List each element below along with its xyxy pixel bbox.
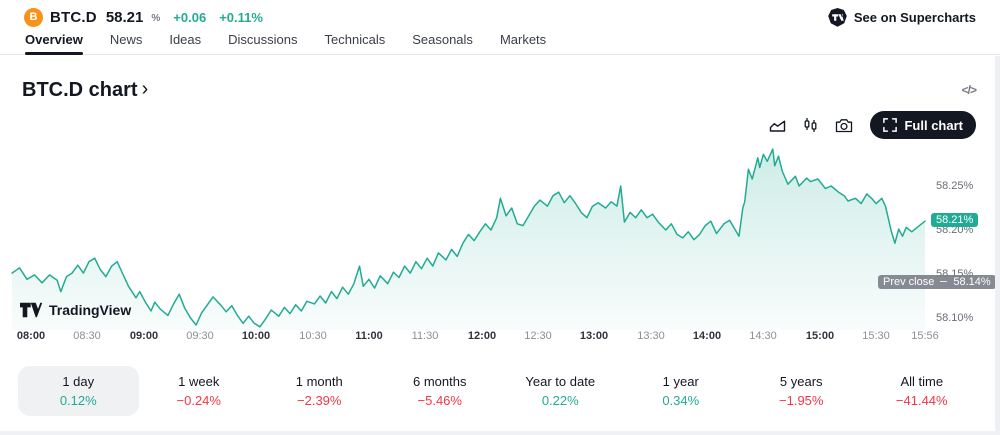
period-value: −5.46%: [417, 393, 462, 408]
x-axis-label: 10:30: [299, 330, 327, 342]
tab-discussions[interactable]: Discussions: [228, 32, 298, 47]
period-label: Year to date: [525, 374, 596, 389]
period-value: −2.39%: [297, 393, 342, 408]
period-value: −0.24%: [176, 393, 221, 408]
x-axis-label: 15:00: [805, 330, 835, 342]
tab-technicals[interactable]: Technicals: [324, 32, 386, 47]
bitcoin-coin-icon: B: [24, 7, 43, 27]
x-axis-label: 14:30: [749, 330, 777, 342]
x-axis-label: 15:56: [911, 330, 939, 342]
x-axis-label: 08:30: [73, 330, 101, 342]
price-chart[interactable]: [0, 144, 935, 330]
prev-close-separator: [940, 281, 948, 283]
change-absolute: +0.06: [173, 9, 207, 25]
period-1-month[interactable]: 1 month −2.39%: [259, 366, 380, 416]
x-axis-label: 08:00: [16, 330, 46, 342]
tab-news[interactable]: News: [109, 32, 143, 47]
symbol-header: B BTC.D 58.21 % +0.06 +0.11% See on Supe…: [0, 0, 1000, 30]
period-value: −41.44%: [895, 393, 948, 408]
fullscreen-icon: [883, 118, 898, 132]
x-axis-label: 11:00: [355, 330, 383, 342]
period-1-day[interactable]: 1 day 0.12%: [18, 366, 139, 416]
x-axis-label: 14:00: [692, 330, 722, 342]
tab-overview[interactable]: Overview: [25, 30, 83, 55]
period-label: 1 year: [662, 374, 699, 389]
prev-close-value: 58.14%: [953, 275, 991, 288]
period-1-week[interactable]: 1 week −0.24%: [139, 366, 260, 416]
x-axis-label: 09:30: [186, 330, 214, 342]
chart-title-link[interactable]: BTC.D chart ›: [22, 78, 149, 102]
period-value: 0.12%: [59, 393, 97, 408]
period-value: 0.22%: [541, 393, 579, 408]
period-label: 6 months: [413, 374, 467, 389]
period-label: 1 week: [178, 374, 220, 389]
symbol-price: 58.21: [105, 8, 144, 26]
period-label: 1 month: [295, 374, 343, 389]
chart-area: 58.25%58.20%58.15%58.10% 58.21% Prev clo…: [0, 144, 1000, 352]
chart-section: BTC.D chart › </>: [0, 78, 1000, 352]
symbol-name: BTC.D: [50, 8, 97, 26]
last-price-badge: 58.21%: [931, 213, 979, 228]
embed-code-icon[interactable]: </>: [961, 83, 977, 97]
tab-markets[interactable]: Markets: [499, 32, 547, 47]
supercharts-label: See on Supercharts: [853, 9, 976, 25]
tradingview-attribution-link[interactable]: TradingView: [20, 302, 131, 318]
period-1-year[interactable]: 1 year 0.34%: [621, 366, 742, 416]
symbol-summary: B BTC.D 58.21 % +0.06 +0.11%: [24, 7, 263, 27]
y-axis-label: 58.25%: [936, 180, 974, 192]
full-chart-button[interactable]: Full chart: [870, 111, 976, 139]
camera-snapshot-icon[interactable]: [835, 118, 853, 133]
tab-ideas[interactable]: Ideas: [169, 32, 202, 47]
see-on-supercharts-link[interactable]: See on Supercharts: [828, 7, 976, 27]
x-axis-label: 13:30: [637, 330, 665, 342]
period-6-months[interactable]: 6 months −5.46%: [380, 366, 501, 416]
period-5-years[interactable]: 5 years −1.95%: [741, 366, 862, 416]
bottom-divider: [0, 431, 1000, 435]
y-axis-label: 58.10%: [936, 312, 974, 324]
change-percent: +0.11%: [219, 9, 263, 25]
x-axis-label: 10:00: [241, 330, 271, 342]
period-all-time[interactable]: All time −41.44%: [862, 366, 983, 416]
x-axis-label: 09:00: [129, 330, 159, 342]
performance-periods: 1 day 0.12% 1 week −0.24% 1 month −2.39% 6 mon…: [18, 366, 982, 416]
area-chart-style-icon[interactable]: [769, 118, 786, 133]
x-axis-label: 11:30: [411, 330, 439, 342]
tab-seasonals[interactable]: Seasonals: [412, 32, 473, 47]
full-chart-label: Full chart: [904, 117, 963, 133]
period-label: 1 day: [62, 374, 95, 389]
period-value: −1.95%: [779, 393, 824, 408]
candlestick-style-icon[interactable]: [803, 117, 818, 133]
x-axis-label: 12:30: [524, 330, 552, 342]
tradingview-logo-icon: [20, 302, 43, 318]
x-axis-label: 13:00: [579, 330, 609, 342]
tab-bar: Overview News Ideas Discussions Technicals Se…: [0, 30, 1000, 55]
period-value: 0.34%: [662, 393, 700, 408]
x-axis-label: 12:00: [467, 330, 497, 342]
chart-toolbar: Full chart: [0, 110, 976, 140]
price-unit: %: [151, 13, 161, 24]
tradingview-badge-icon: [828, 7, 847, 27]
page-scrollbar[interactable]: [995, 56, 1000, 435]
prev-close-label: Prev close: [883, 275, 935, 288]
x-axis-label: 15:30: [862, 330, 890, 342]
attribution-label: TradingView: [49, 302, 132, 318]
chart-title: BTC.D chart: [22, 79, 138, 101]
chevron-right-icon: ›: [141, 78, 149, 100]
prev-close-badge: Prev close 58.14%: [878, 274, 996, 289]
period-year-to-date[interactable]: Year to date 0.22%: [500, 366, 621, 416]
period-label: All time: [900, 374, 944, 389]
period-label: 5 years: [779, 374, 823, 389]
